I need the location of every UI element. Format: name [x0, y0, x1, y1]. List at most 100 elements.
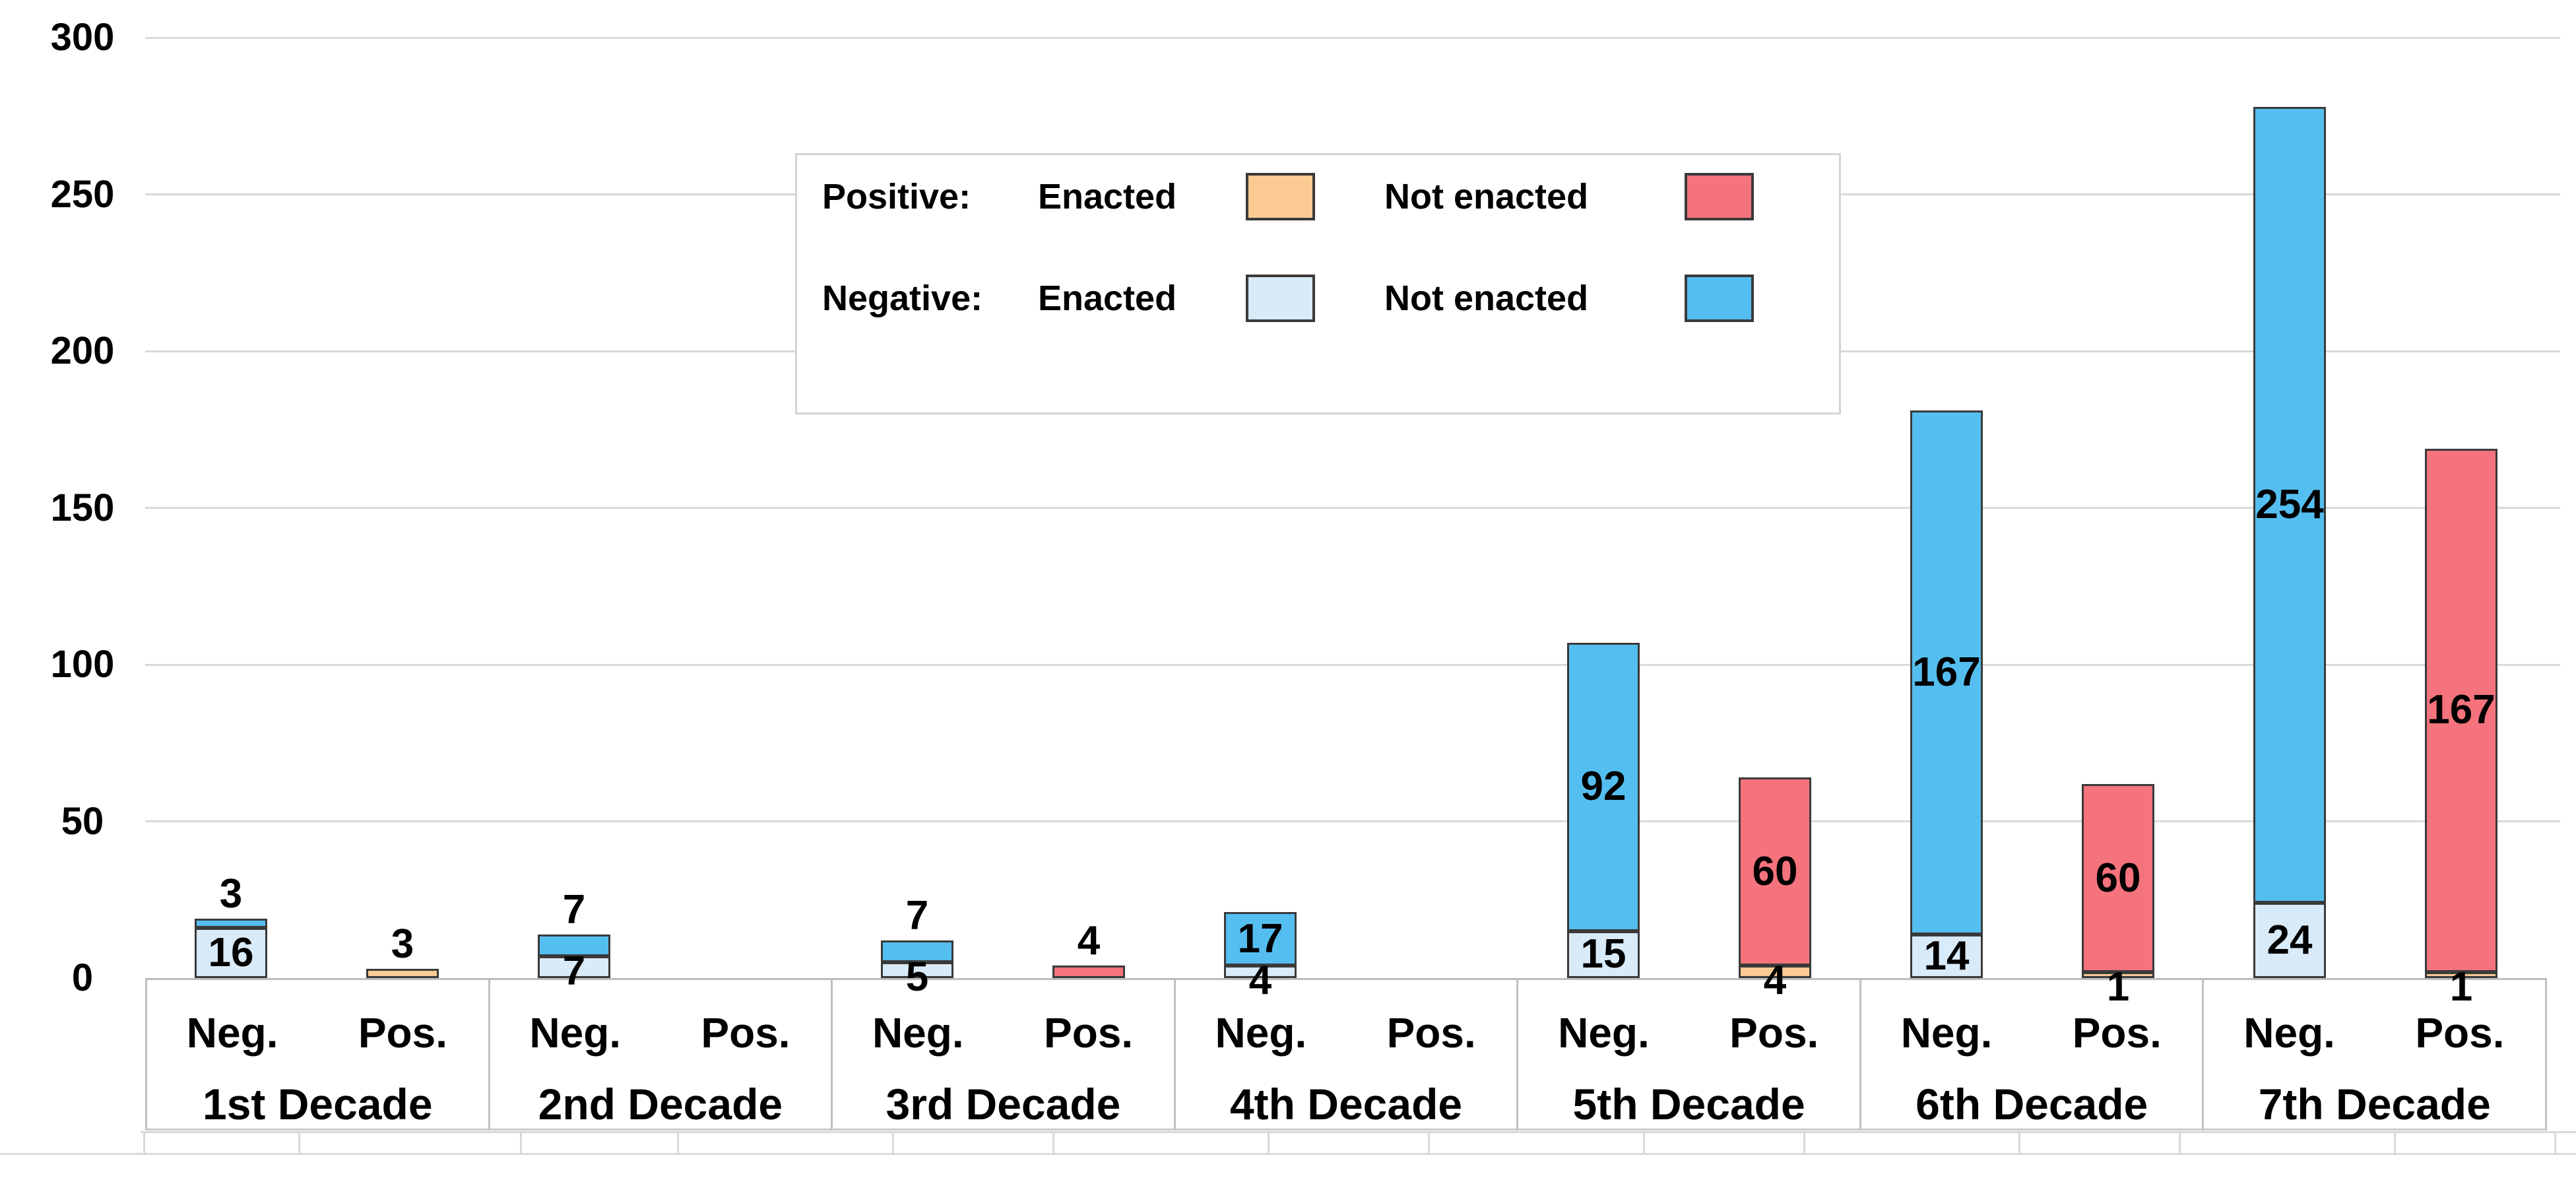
worksheet-column-border-11: [2179, 1131, 2181, 1155]
group-label-pos: Pos.: [1386, 1009, 1476, 1057]
worksheet-column-border-5: [1052, 1131, 1054, 1155]
group-label-pos: Pos.: [2072, 1009, 2162, 1057]
legend-swatch-positive-not-enacted: [1685, 173, 1754, 220]
category-cell-6: Neg. Pos. 6th Decade: [1859, 978, 2203, 1131]
worksheet-column-border-2: [520, 1131, 522, 1155]
legend-label-negative-not-enacted: Not enacted: [1384, 279, 1589, 318]
bar-value-label-neg-not-enacted: 7: [562, 886, 586, 933]
bar-segment-pos-not-enacted: [1739, 777, 1811, 966]
bar-segment-neg-not-enacted: [538, 934, 610, 956]
category-cell-4: Neg. Pos. 4th Decade: [1173, 978, 1517, 1131]
group-label-neg: Neg.: [529, 1009, 622, 1057]
group-label-neg: Neg.: [1558, 1009, 1650, 1057]
decade-label: 5th Decade: [1572, 1080, 1805, 1129]
bar-segment-neg-enacted: [2253, 903, 2326, 978]
decade-label: 7th Decade: [2258, 1080, 2491, 1129]
legend: Positive: Enacted Not enacted Negative: …: [795, 153, 1841, 414]
bar-value-label-pos-not-enacted: 60: [2095, 855, 2141, 901]
bar-segment-pos-not-enacted: [2425, 448, 2497, 972]
bar-value-label-neg-not-enacted: 3: [219, 870, 243, 917]
bar-segment-pos-enacted: [2425, 972, 2497, 978]
bar-value-label-neg-not-enacted: 92: [1580, 764, 1626, 810]
bar-value-label-neg-enacted: 15: [1580, 931, 1626, 977]
y-tick-label-50: 50: [61, 799, 104, 843]
bar-value-label-neg-not-enacted: 17: [1237, 915, 1283, 962]
bar-value-label-neg-enacted: 4: [1248, 958, 1272, 1003]
group-label-neg: Neg.: [872, 1009, 964, 1057]
group-label-neg: Neg.: [2243, 1009, 2335, 1057]
group-label-neg: Neg.: [1215, 1009, 1307, 1057]
bar-value-label-neg-not-enacted: 167: [1912, 649, 1981, 695]
bar-segment-neg-enacted: [538, 956, 610, 978]
bar-segment-neg-not-enacted: [1567, 642, 1640, 931]
bar-value-label-neg-enacted: 16: [208, 930, 254, 975]
group-label-pos: Pos.: [358, 1009, 447, 1057]
bar-segment-neg-enacted: [195, 928, 267, 978]
bar-segment-neg-not-enacted: [881, 940, 953, 963]
bar-segment-neg-enacted: [1910, 934, 1983, 978]
y-tick-label-300: 300: [50, 16, 115, 59]
bar-value-label-neg-enacted: 7: [562, 948, 586, 994]
bar-segment-pos-not-enacted: [2082, 784, 2154, 972]
y-tick-label-0: 0: [71, 956, 94, 999]
gridline-150: [145, 507, 2560, 509]
category-cell-3: Neg. Pos. 3rd Decade: [831, 978, 1174, 1131]
decade-label: 4th Decade: [1229, 1080, 1463, 1129]
bar-segment-neg-enacted: [881, 962, 953, 978]
y-tick-label-200: 200: [50, 329, 115, 372]
bar-value-label-pos-not-enacted: 4: [1077, 918, 1101, 964]
bar-value-label-neg-enacted: 14: [1923, 933, 1970, 979]
legend-label-negative-enacted: Enacted: [1038, 279, 1177, 318]
group-label-pos: Pos.: [1044, 1009, 1134, 1057]
group-label-neg: Neg.: [1900, 1009, 1993, 1057]
bar-value-label-pos-not-enacted: 167: [2427, 687, 2496, 733]
worksheet-column-border-3: [677, 1131, 679, 1155]
bar-value-label-neg-not-enacted: 7: [905, 893, 929, 938]
legend-prefix-positive: Positive:: [822, 177, 971, 216]
bar-segment-pos-enacted: [2082, 972, 2154, 978]
bar-value-label-neg-not-enacted: 254: [2255, 481, 2324, 527]
category-cell-5: Neg. Pos. 5th Decade: [1516, 978, 1859, 1131]
legend-swatch-negative-enacted: [1246, 275, 1315, 322]
decade-label: 6th Decade: [1916, 1080, 2148, 1129]
bar-segment-neg-enacted: [1567, 931, 1640, 978]
bar-segment-pos-enacted: [366, 968, 439, 978]
legend-swatch-positive-enacted: [1246, 173, 1315, 220]
category-cell-7: Neg. Pos. 7th Decade: [2202, 978, 2548, 1131]
legend-label-positive-enacted: Enacted: [1038, 177, 1177, 216]
worksheet-column-border-7: [1428, 1131, 1430, 1155]
legend-label-positive-not-enacted: Not enacted: [1384, 177, 1589, 216]
legend-swatch-negative-not-enacted: [1685, 275, 1754, 322]
worksheet-column-border-1: [298, 1131, 300, 1155]
y-tick-label-100: 100: [50, 643, 115, 686]
worksheet-column-border-13: [2554, 1131, 2556, 1155]
bar-value-label-pos-enacted: 1: [2106, 964, 2130, 1010]
legend-row-positive: Positive: Enacted Not enacted: [797, 167, 1839, 226]
worksheet-column-border-8: [1643, 1131, 1645, 1155]
worksheet-top-border: [141, 1131, 2576, 1133]
decade-label: 3rd Decade: [886, 1080, 1121, 1129]
y-tick-label-150: 150: [50, 486, 115, 529]
bar-segment-neg-not-enacted: [1910, 410, 1983, 934]
bar-value-label-pos-enacted: 4: [1763, 958, 1787, 1003]
category-axis-table: Neg. Pos. 1st Decade Neg. Pos. 2nd Decade Neg.…: [145, 978, 2548, 1131]
bar-value-label-neg-enacted: 24: [2267, 917, 2313, 963]
bar-segment-neg-not-enacted: [1224, 912, 1297, 966]
bar-value-label-neg-enacted: 5: [905, 954, 929, 1000]
legend-prefix-negative: Negative:: [822, 279, 983, 318]
worksheet-column-border-10: [2018, 1131, 2020, 1155]
category-cell-1: Neg. Pos. 1st Decade: [145, 978, 488, 1131]
gridline-100: [145, 663, 2560, 666]
bar-value-label-pos-enacted: 3: [391, 921, 414, 967]
bar-segment-pos-not-enacted: [1052, 966, 1125, 978]
gridline-50: [145, 820, 2560, 822]
worksheet-column-border-6: [1268, 1131, 1270, 1155]
bar-value-label-pos-enacted: 1: [2449, 964, 2473, 1010]
group-label-pos: Pos.: [2415, 1009, 2505, 1057]
group-label-pos: Pos.: [1729, 1009, 1819, 1057]
worksheet-column-border-12: [2394, 1131, 2396, 1155]
worksheet-bottom-border: [0, 1153, 2576, 1155]
legend-row-negative: Negative: Enacted Not enacted: [797, 269, 1839, 328]
gridline-300: [145, 36, 2560, 39]
